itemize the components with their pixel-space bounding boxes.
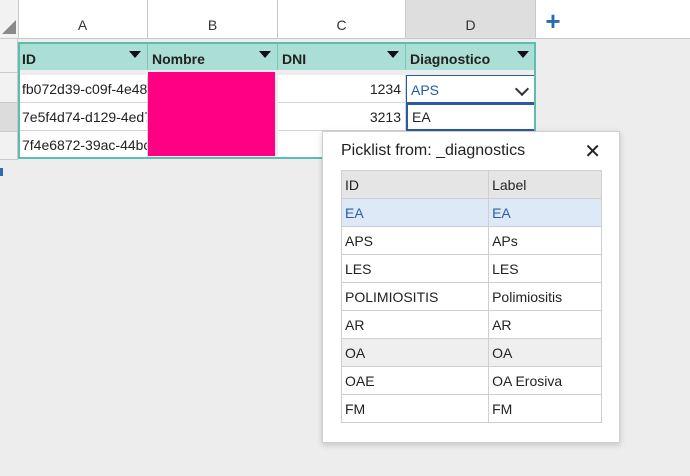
option-label[interactable]: LES bbox=[488, 254, 602, 283]
filter-dropdown-icon[interactable] bbox=[259, 51, 271, 58]
column-header-d[interactable]: D bbox=[406, 0, 536, 38]
option-id[interactable]: OAE bbox=[340, 366, 490, 395]
option-label[interactable]: AR bbox=[488, 310, 602, 339]
picklist-option[interactable]: LES LES bbox=[340, 254, 602, 283]
picklist-option[interactable]: OAE OA Erosiva bbox=[340, 366, 602, 395]
option-id[interactable]: OA bbox=[340, 338, 490, 367]
select-all-corner[interactable] bbox=[0, 0, 19, 38]
header-id-label: ID bbox=[22, 51, 36, 67]
picklist-option[interactable]: POLIMIOSITIS Polimiositis bbox=[340, 282, 602, 311]
column-header-c[interactable]: C bbox=[278, 0, 406, 38]
picklist-option[interactable]: FM FM bbox=[340, 394, 602, 423]
option-label[interactable]: Polimiositis bbox=[488, 282, 602, 311]
option-label[interactable]: OA bbox=[488, 338, 602, 367]
picklist-header-row: ID Label bbox=[340, 170, 602, 199]
filter-dropdown-icon[interactable] bbox=[129, 51, 141, 58]
picklist-popup: Picklist from: _diagnostics ✕ ID Label E… bbox=[322, 131, 620, 443]
header-diagnostico[interactable]: Diagnostico bbox=[406, 42, 536, 70]
header-dni[interactable]: DNI bbox=[278, 42, 406, 70]
picklist-option[interactable]: AR AR bbox=[340, 310, 602, 339]
option-label[interactable]: FM bbox=[488, 394, 602, 423]
option-id[interactable]: POLIMIOSITIS bbox=[340, 282, 490, 311]
picklist-header-id: ID bbox=[340, 170, 490, 199]
nombre-redacted-block[interactable] bbox=[148, 72, 275, 156]
cell-diagnostico-value: APS bbox=[411, 82, 440, 98]
header-id[interactable]: ID bbox=[18, 42, 148, 70]
cell-dni[interactable]: 1234 bbox=[278, 75, 406, 103]
header-nombre[interactable]: Nombre bbox=[148, 42, 278, 70]
column-header-b[interactable]: B bbox=[148, 0, 278, 38]
option-id[interactable]: FM bbox=[340, 394, 490, 423]
cell-editor-input[interactable]: EA bbox=[406, 103, 536, 131]
option-label[interactable]: EA bbox=[488, 198, 602, 227]
row-marker bbox=[0, 168, 3, 176]
close-icon[interactable]: ✕ bbox=[584, 141, 601, 163]
cell-dni[interactable]: 3213 bbox=[278, 103, 406, 131]
cell-id[interactable]: 7f4e6872-39ac-44bc bbox=[18, 131, 148, 159]
option-label[interactable]: APs bbox=[488, 226, 602, 255]
cell-id[interactable]: 7e5f4d74-d129-4ed7 bbox=[18, 103, 148, 131]
cell-diagnostico[interactable]: APS bbox=[406, 75, 536, 103]
picklist-option[interactable]: OA OA bbox=[340, 338, 602, 367]
column-header-bar: A B C D + bbox=[0, 0, 690, 39]
row-header-3[interactable] bbox=[0, 103, 18, 132]
picklist-table: ID Label EA EA APS APs LES LES POLIMIOSITIS… bbox=[340, 170, 602, 423]
add-column-plus-icon[interactable]: + bbox=[545, 6, 561, 36]
option-id[interactable]: LES bbox=[340, 254, 490, 283]
row-header-4[interactable] bbox=[0, 132, 18, 160]
chevron-down-icon[interactable] bbox=[514, 81, 530, 97]
picklist-option[interactable]: EA EA bbox=[340, 198, 602, 227]
option-id[interactable]: AR bbox=[340, 310, 490, 339]
corner-triangle-icon bbox=[2, 20, 16, 34]
cell-id[interactable]: fb072d39-c09f-4e48- bbox=[18, 75, 148, 103]
filter-dropdown-icon[interactable] bbox=[517, 51, 529, 58]
header-dni-label: DNI bbox=[282, 51, 307, 67]
option-label[interactable]: OA Erosiva bbox=[488, 366, 602, 395]
filter-dropdown-icon[interactable] bbox=[387, 51, 399, 58]
picklist-option[interactable]: APS APs bbox=[340, 226, 602, 255]
row-header-2[interactable] bbox=[0, 73, 18, 103]
column-header-a[interactable]: A bbox=[18, 0, 148, 38]
option-id[interactable]: EA bbox=[340, 198, 490, 227]
picklist-header-label: Label bbox=[488, 170, 602, 199]
picklist-title: Picklist from: _diagnostics bbox=[341, 142, 526, 159]
row-header-1[interactable] bbox=[0, 39, 18, 73]
header-diagnostico-label: Diagnostico bbox=[410, 51, 491, 67]
header-nombre-label: Nombre bbox=[152, 51, 205, 67]
option-id[interactable]: APS bbox=[340, 226, 490, 255]
